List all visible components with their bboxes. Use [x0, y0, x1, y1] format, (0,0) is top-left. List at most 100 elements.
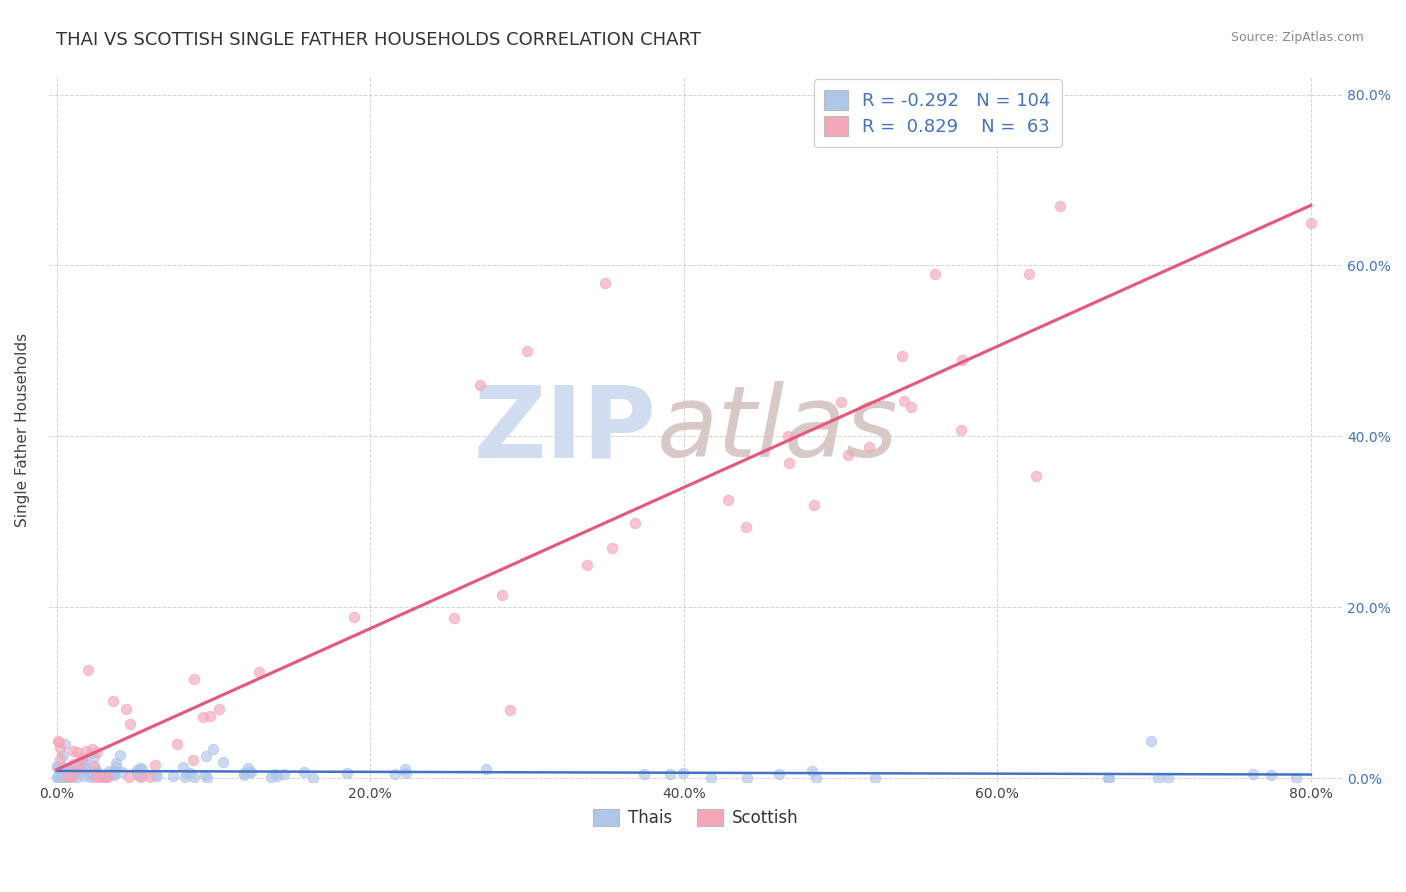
Point: [62, 744, 84, 758]
Point: [45, 759, 67, 773]
Point: [83, 759, 105, 773]
Point: [59, 769, 82, 783]
Point: [76, 663, 98, 677]
Point: [65, 770, 87, 784]
Point: [700, 771, 723, 785]
Point: [59, 768, 82, 782]
Point: [118, 716, 141, 731]
Point: [101, 693, 124, 707]
Point: [66, 763, 89, 777]
Point: [143, 768, 166, 782]
Point: [212, 755, 235, 769]
Point: [55, 767, 77, 781]
Point: [55, 768, 77, 782]
Point: [336, 765, 359, 780]
Point: [890, 349, 912, 363]
Text: THAI VS SCOTTISH SINGLE FATHER HOUSEHOLDS CORRELATION CHART: THAI VS SCOTTISH SINGLE FATHER HOUSEHOLD…: [56, 31, 702, 49]
Point: [96, 770, 118, 784]
Point: [48, 740, 70, 755]
Point: [1025, 468, 1047, 483]
Point: [1299, 216, 1322, 230]
Point: [75, 756, 97, 770]
Point: [166, 737, 188, 751]
Point: [55, 770, 77, 784]
Point: [394, 762, 416, 776]
Point: [238, 764, 260, 779]
Point: [49, 765, 72, 780]
Point: [73, 760, 96, 774]
Point: [195, 749, 218, 764]
Point: [69, 760, 91, 774]
Point: [52, 771, 75, 785]
Point: [778, 456, 800, 470]
Point: [115, 702, 138, 716]
Legend: Thais, Scottish: Thais, Scottish: [586, 803, 806, 834]
Point: [70, 764, 93, 778]
Point: [232, 768, 254, 782]
Point: [46, 771, 69, 785]
Y-axis label: Single Father Households: Single Father Households: [15, 333, 30, 527]
Point: [93, 771, 115, 785]
Point: [200, 708, 222, 723]
Point: [79, 746, 101, 760]
Point: [633, 767, 655, 781]
Point: [45, 759, 67, 773]
Point: [806, 771, 828, 785]
Point: [181, 753, 204, 767]
Point: [384, 766, 406, 780]
Point: [79, 770, 101, 784]
Point: [46, 771, 69, 785]
Point: [600, 541, 623, 556]
Point: [93, 770, 115, 784]
Point: [49, 752, 72, 766]
Point: [98, 764, 121, 778]
Point: [59, 763, 82, 777]
Point: [499, 703, 522, 717]
Point: [60, 770, 83, 784]
Point: [263, 767, 285, 781]
Point: [129, 770, 152, 784]
Point: [72, 769, 94, 783]
Point: [778, 429, 800, 443]
Point: [96, 770, 118, 784]
Point: [595, 276, 617, 290]
Point: [179, 766, 201, 780]
Point: [56, 769, 79, 783]
Point: [70, 750, 93, 764]
Point: [86, 765, 108, 780]
Point: [49, 766, 72, 780]
Point: [830, 395, 852, 409]
Point: [58, 767, 80, 781]
Point: [1147, 771, 1170, 785]
Point: [292, 765, 315, 780]
Point: [491, 588, 513, 602]
Point: [103, 764, 125, 778]
Point: [865, 771, 887, 785]
Point: [768, 766, 790, 780]
Point: [1241, 766, 1264, 780]
Point: [717, 493, 740, 508]
Point: [75, 744, 97, 758]
Point: [1157, 771, 1180, 785]
Point: [58, 761, 80, 775]
Text: atlas: atlas: [657, 382, 898, 478]
Point: [800, 764, 823, 779]
Point: [128, 769, 150, 783]
Point: [55, 769, 77, 783]
Point: [125, 765, 148, 780]
Point: [236, 761, 259, 775]
Point: [343, 610, 366, 624]
Point: [394, 765, 416, 780]
Point: [893, 393, 915, 408]
Point: [104, 756, 127, 770]
Point: [58, 771, 80, 785]
Point: [1285, 771, 1308, 785]
Point: [82, 742, 104, 756]
Point: [232, 766, 254, 780]
Point: [53, 771, 76, 785]
Point: [576, 558, 599, 572]
Point: [62, 756, 84, 771]
Point: [1097, 771, 1119, 785]
Point: [89, 770, 111, 784]
Point: [48, 735, 70, 749]
